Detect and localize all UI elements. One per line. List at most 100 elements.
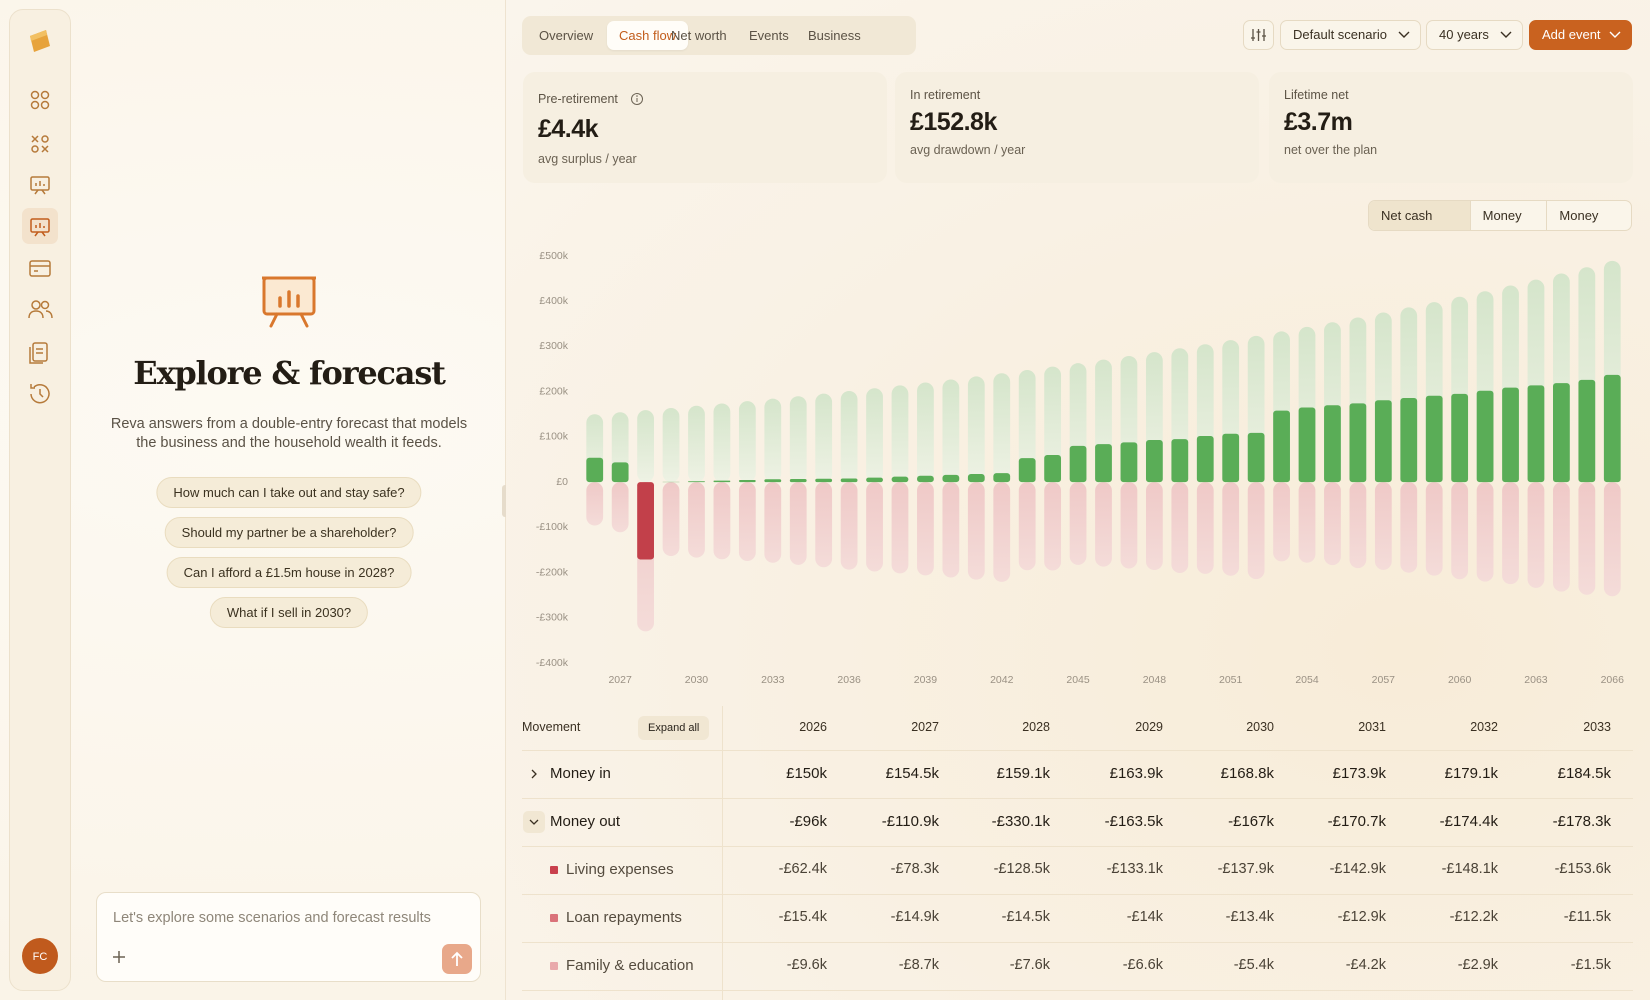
x-tick-label: 2030 xyxy=(685,674,709,686)
series-bar xyxy=(688,482,705,558)
kpi-sub: avg surplus / year xyxy=(538,152,637,166)
net-bar xyxy=(738,479,756,483)
series-bar xyxy=(637,410,654,483)
series-bar xyxy=(1527,482,1545,588)
suggestion-chip[interactable]: Should my partner be a shareholder? xyxy=(164,517,414,548)
series-bar xyxy=(1502,482,1519,585)
series-bar xyxy=(1400,482,1418,573)
series-bar xyxy=(1196,482,1214,574)
chevron-down xyxy=(529,819,539,825)
tab[interactable]: Net worth xyxy=(671,28,727,43)
series-bar xyxy=(688,405,705,483)
net-bar xyxy=(637,482,654,560)
net-bar xyxy=(1349,403,1367,483)
series-toggle-button[interactable]: Money out xyxy=(1546,201,1631,230)
avatar[interactable] xyxy=(22,938,58,974)
series-toggle-button[interactable]: Money in xyxy=(1469,201,1547,230)
suggestion-chip[interactable]: Can I afford a £1.5m house in 2028? xyxy=(166,557,412,588)
info-icon[interactable] xyxy=(630,92,644,106)
net-bar xyxy=(1196,435,1214,483)
chevron xyxy=(1609,31,1621,38)
x-tick-label: 2054 xyxy=(1295,674,1319,686)
tab[interactable]: Events xyxy=(749,28,789,43)
tabs: Overview Cash flow Net worth Events Business xyxy=(522,16,916,55)
series-bar xyxy=(611,482,629,533)
tab[interactable]: Business xyxy=(808,28,861,43)
nav-icons[interactable] xyxy=(22,90,58,404)
net-bar xyxy=(1603,374,1621,483)
chevron-right xyxy=(531,769,537,779)
series-bar xyxy=(1349,482,1367,569)
net-bar xyxy=(1018,458,1036,483)
kpi-card: Lifetime net £3.7m net over the plan xyxy=(1269,72,1633,183)
series-bar xyxy=(1171,482,1189,574)
y-tick-label: -£200k xyxy=(536,566,569,578)
series-bar xyxy=(764,482,782,563)
suggestion-chip[interactable]: How much can I take out and stay safe? xyxy=(156,477,422,508)
send-button[interactable] xyxy=(442,944,472,974)
series-bar xyxy=(1044,366,1062,483)
x-tick-label: 2045 xyxy=(1066,674,1090,686)
net-bar xyxy=(1374,400,1392,483)
series-bar xyxy=(1069,482,1087,565)
series-bar xyxy=(1145,482,1163,571)
net-bar xyxy=(1502,387,1519,483)
y-tick-label: -£400k xyxy=(536,657,569,669)
x-tick-label: 2063 xyxy=(1524,674,1548,686)
x-tick-label: 2036 xyxy=(837,674,861,686)
series-bar xyxy=(1298,482,1316,563)
net-bar xyxy=(764,479,782,483)
filter-button[interactable] xyxy=(1243,20,1274,50)
series-bar xyxy=(1018,370,1036,483)
tab[interactable]: Overview xyxy=(539,28,594,43)
add-event-button[interactable]: Add event xyxy=(1529,20,1632,50)
sidebar-icons: FC xyxy=(22,30,58,974)
net-bar xyxy=(586,457,604,483)
resize-handle[interactable] xyxy=(502,485,508,517)
series-bar xyxy=(917,382,934,483)
series-bar xyxy=(1273,482,1290,562)
series-bar xyxy=(713,482,731,560)
attach-button[interactable] xyxy=(111,949,127,965)
series-bar xyxy=(662,407,680,483)
suggestion-chip[interactable]: What if I sell in 2030? xyxy=(209,597,369,628)
series-bar xyxy=(1324,482,1341,566)
scenario-label: Default scenario xyxy=(1293,27,1387,42)
x-tick-label: 2042 xyxy=(990,674,1014,686)
x-tick-label: 2057 xyxy=(1372,674,1396,686)
series-bar xyxy=(917,482,934,576)
tab[interactable]: Cash flow xyxy=(607,21,689,50)
series-bar xyxy=(662,482,680,557)
row-chevron[interactable] xyxy=(523,811,545,833)
suggestions: How much can I take out and stay safe? Sh… xyxy=(72,0,506,1000)
x-tick-label: 2048 xyxy=(1143,674,1167,686)
series-bar xyxy=(1603,482,1621,597)
row-chevron[interactable] xyxy=(523,763,545,785)
y-tick-label: £0 xyxy=(556,476,568,488)
series-bar xyxy=(967,376,985,483)
scenario-select[interactable]: Default scenario xyxy=(1280,20,1421,50)
chevron xyxy=(1398,31,1410,38)
series-bar xyxy=(1451,482,1469,580)
net-bar xyxy=(1222,433,1240,483)
net-bar xyxy=(1298,407,1316,483)
net-bar xyxy=(688,481,705,483)
kpi-value: £152.8k xyxy=(910,108,997,136)
net-bar xyxy=(1451,393,1469,483)
net-bar xyxy=(993,473,1011,483)
net-bar xyxy=(1324,405,1341,483)
kpi-sub: avg drawdown / year xyxy=(910,143,1026,157)
net-bar xyxy=(1145,440,1163,483)
chat-input[interactable]: Let's explore some scenarios and forecas… xyxy=(96,892,481,982)
series-bar xyxy=(738,401,756,483)
expand-all-button[interactable]: Expand all xyxy=(638,716,710,740)
series-bar xyxy=(1247,482,1265,580)
kpi-card: Pre-retirement £4.4k avg surplus / year xyxy=(523,72,887,183)
series-bar xyxy=(1222,482,1240,576)
horizon-select[interactable]: 40 years xyxy=(1426,20,1523,50)
series-toggle-button[interactable]: Net cash flow xyxy=(1369,201,1470,230)
series-bar xyxy=(942,379,960,483)
series-bar xyxy=(1578,482,1596,595)
kpi-label: Pre-retirement xyxy=(538,92,618,106)
net-bar xyxy=(1476,390,1494,483)
